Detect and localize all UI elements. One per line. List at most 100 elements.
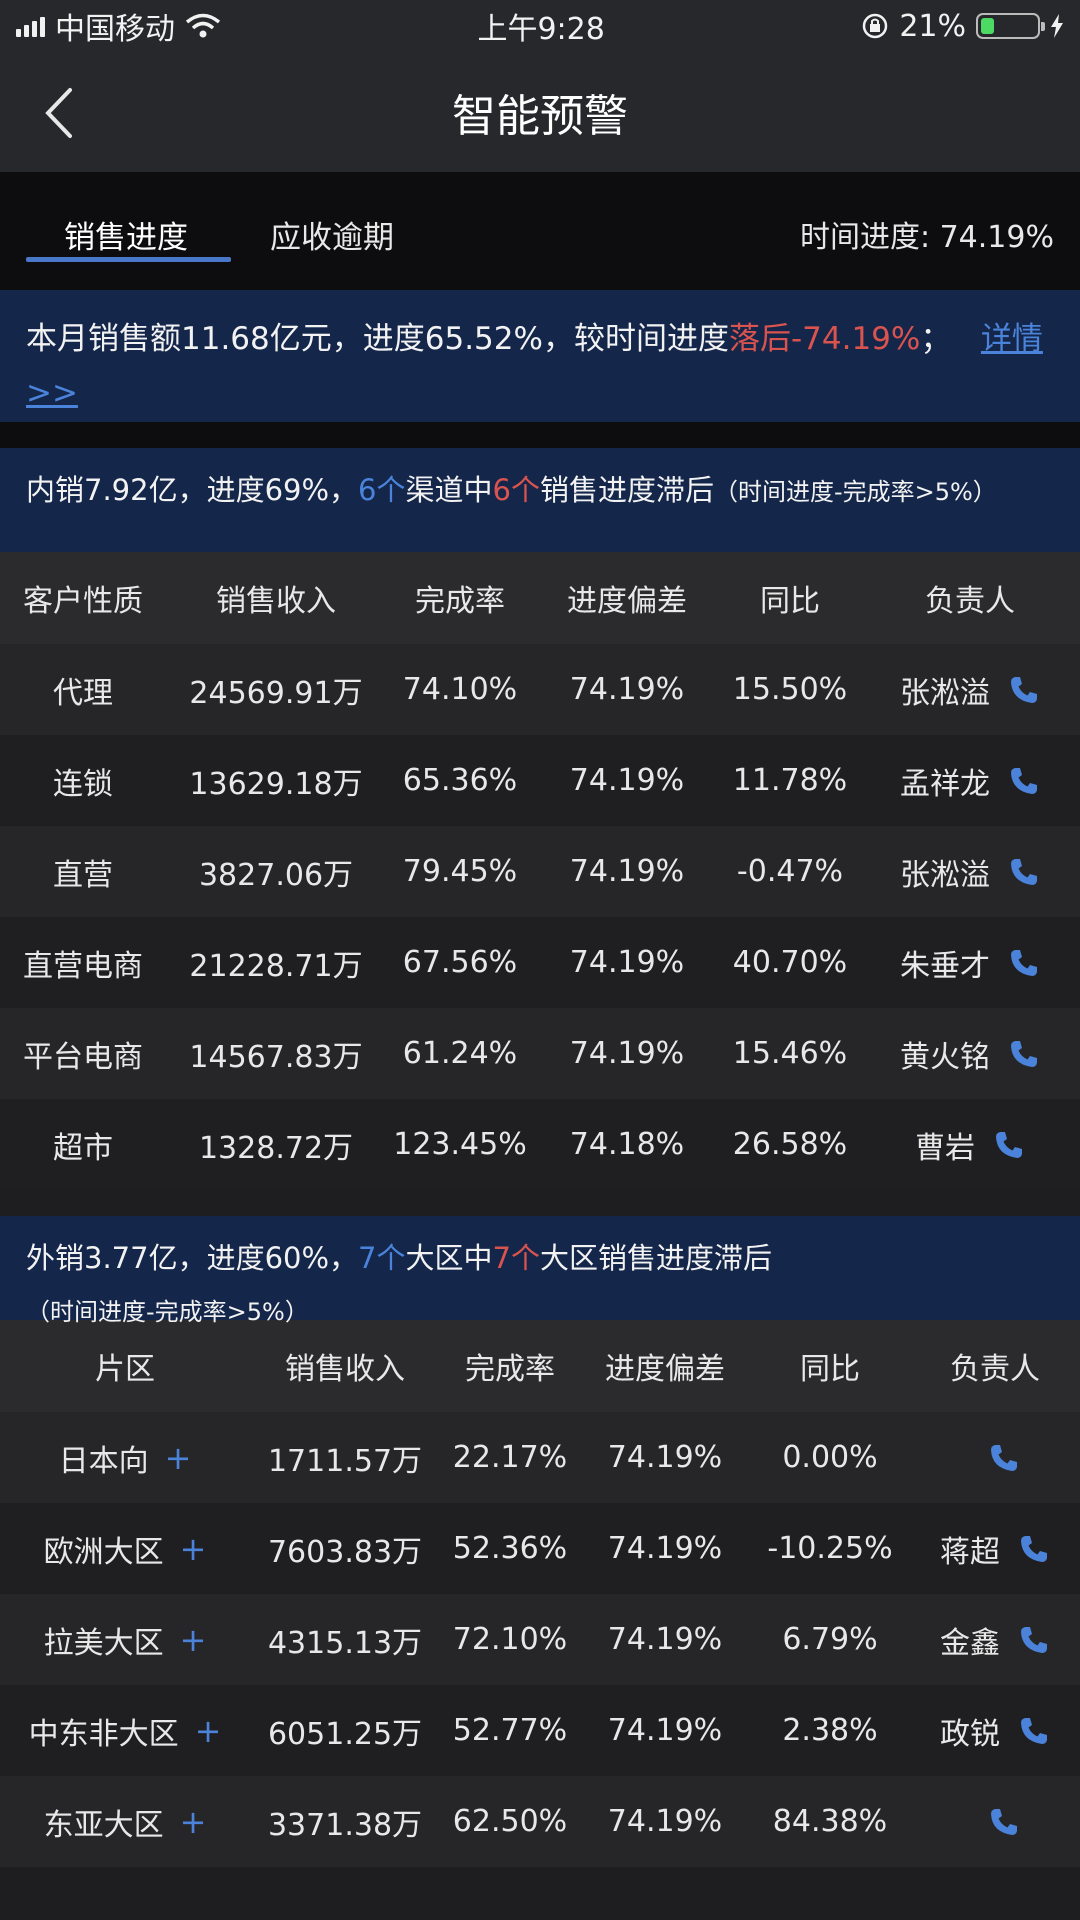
expand-plus-icon[interactable]: +: [194, 1711, 222, 1750]
region-cell[interactable]: 中东非大区 +: [0, 1709, 250, 1753]
page-title: 智能预警: [452, 91, 628, 142]
table-row[interactable]: 超市 1328.72万 123.45% 74.18% 26.58% 曹岩: [0, 1099, 1080, 1190]
domestic-table: 客户性质 销售收入 完成率 进度偏差 同比 负责人 代理 24569.91万 74.…: [0, 552, 1080, 1190]
table-row[interactable]: 拉美大区 + 4315.13万 72.10% 74.19% 6.79% 金鑫: [0, 1594, 1080, 1685]
phone-icon[interactable]: [1008, 765, 1040, 797]
phone-icon[interactable]: [1018, 1624, 1050, 1656]
owner-name: 曹岩: [915, 1130, 975, 1166]
revenue-cell: 1328.72万: [198, 1130, 354, 1166]
table-row[interactable]: 连锁 13629.18万 65.36% 74.19% 11.78% 孟祥龙: [0, 735, 1080, 826]
table-row[interactable]: 中东非大区 +6051.25万 52.77% 74.19% 2.38% 政锐: [0, 1685, 1080, 1776]
revenue-cell: 24569.91万: [189, 675, 363, 711]
customer-type-cell: 直营电商: [23, 948, 143, 984]
export-suffix: 大区销售进度滞后: [539, 1241, 772, 1275]
deviation-cell: 74.19%: [607, 1713, 723, 1748]
header-progress-deviation: 进度偏差: [605, 1352, 725, 1387]
header-region: 片区: [95, 1352, 155, 1387]
customer-type-cell: 代理: [53, 675, 113, 711]
deviation-cell: 74.19%: [569, 1036, 685, 1071]
summary-separator: ；: [920, 321, 952, 357]
table-row[interactable]: 东亚大区 +3371.38万 62.50% 74.19% 84.38%: [0, 1776, 1080, 1867]
completion-rate-cell: 52.36%: [452, 1531, 568, 1566]
revenue-cell: 14567.83万: [189, 1039, 363, 1075]
customer-type-cell: 连锁: [53, 766, 113, 802]
time-progress-label: 时间进度: 74.19%: [799, 220, 1054, 255]
details-link[interactable]: 详情>>: [26, 321, 1043, 411]
yoy-cell: 15.46%: [732, 1036, 848, 1071]
signal-icon: [16, 15, 45, 37]
back-icon[interactable]: [36, 86, 86, 140]
yoy-cell: 40.70%: [732, 945, 848, 980]
deviation-cell: 74.19%: [607, 1804, 723, 1839]
owner-cell: 张淞溢: [860, 850, 1080, 894]
region-cell[interactable]: 东亚大区 +: [0, 1800, 250, 1844]
lagging-region-count: 7个: [492, 1241, 540, 1275]
completion-rate-cell: 62.50%: [452, 1804, 568, 1839]
yoy-cell: 0.00%: [782, 1440, 878, 1475]
table-row[interactable]: 欧洲大区 +7603.83万 52.36% 74.19% -10.25% 蒋超: [0, 1503, 1080, 1594]
table-row[interactable]: 日本向 +1711.57万 22.17% 74.19% 0.00%: [0, 1412, 1080, 1503]
owner-cell: [910, 1442, 1080, 1474]
deviation-cell: 74.19%: [569, 854, 685, 889]
phone-icon[interactable]: [1008, 674, 1040, 706]
revenue-cell: 3371.38万: [267, 1807, 423, 1843]
export-mid: 大区中: [405, 1241, 493, 1275]
completion-rate-cell: 65.36%: [402, 763, 518, 798]
revenue-cell: 4315.13万: [267, 1625, 423, 1661]
region-cell[interactable]: 拉美大区 +: [0, 1618, 250, 1662]
behind-value: 落后-74.19%: [728, 321, 921, 357]
phone-icon[interactable]: [1008, 856, 1040, 888]
deviation-cell: 74.19%: [569, 945, 685, 980]
phone-icon[interactable]: [993, 1129, 1025, 1161]
region-cell[interactable]: 欧洲大区 +: [0, 1527, 250, 1571]
tab-receivables-overdue[interactable]: 应收逾期: [270, 220, 394, 256]
owner-cell: 孟祥龙: [860, 759, 1080, 803]
deviation-cell: 74.19%: [607, 1622, 723, 1657]
table-row[interactable]: 代理 24569.91万 74.10% 74.19% 15.50% 张淞溢: [0, 644, 1080, 735]
revenue-cell: 13629.18万: [189, 766, 363, 802]
owner-cell: 张淞溢: [860, 668, 1080, 712]
deviation-cell: 74.19%: [569, 763, 685, 798]
table-row[interactable]: 直营 3827.06万 79.45% 74.19% -0.47% 张淞溢: [0, 826, 1080, 917]
region-count: 7个: [358, 1241, 406, 1275]
phone-icon[interactable]: [1008, 1038, 1040, 1070]
region-name: 欧洲大区: [43, 1534, 164, 1570]
region-name: 东亚大区: [43, 1807, 164, 1843]
tab-sales-progress[interactable]: 销售进度: [64, 220, 188, 256]
region-cell[interactable]: 日本向 +: [0, 1436, 250, 1480]
rotation-lock-icon: [863, 13, 888, 39]
phone-icon[interactable]: [1018, 1715, 1050, 1747]
phone-icon[interactable]: [1008, 947, 1040, 979]
header-owner: 负责人: [925, 584, 1015, 619]
owner-cell: 金鑫: [910, 1618, 1080, 1662]
deviation-cell: 74.19%: [607, 1531, 723, 1566]
owner-cell: [910, 1806, 1080, 1838]
export-note: （时间进度-完成率>5%）: [26, 1298, 309, 1326]
completion-rate-cell: 52.77%: [452, 1713, 568, 1748]
table-row[interactable]: 直营电商 21228.71万 67.56% 74.19% 40.70% 朱垂才: [0, 917, 1080, 1008]
yoy-cell: 26.58%: [732, 1127, 848, 1162]
expand-plus-icon[interactable]: +: [164, 1438, 192, 1477]
completion-rate-cell: 22.17%: [452, 1440, 568, 1475]
owner-cell: 政锐: [910, 1709, 1080, 1753]
table-row[interactable]: 平台电商 14567.83万 61.24% 74.19% 15.46% 黄火铭: [0, 1008, 1080, 1099]
revenue-cell: 3827.06万: [198, 857, 354, 893]
deviation-cell: 74.19%: [569, 672, 685, 707]
expand-plus-icon[interactable]: +: [179, 1802, 207, 1841]
lagging-count: 6个: [492, 473, 540, 507]
header-owner: 负责人: [950, 1352, 1040, 1387]
expand-plus-icon[interactable]: +: [179, 1529, 207, 1568]
phone-icon[interactable]: [1018, 1533, 1050, 1565]
summary-text: 本月销售额11.68亿元，进度65.52%，较时间进度: [26, 321, 729, 357]
phone-icon[interactable]: [988, 1442, 1020, 1474]
header-customer-type: 客户性质: [23, 584, 143, 619]
expand-plus-icon[interactable]: +: [179, 1620, 207, 1659]
tab-bar: 销售进度 应收逾期 时间进度: 74.19%: [0, 172, 1080, 290]
yoy-cell: 6.79%: [782, 1622, 878, 1657]
phone-icon[interactable]: [988, 1806, 1020, 1838]
domestic-suffix: 销售进度滞后: [539, 473, 714, 507]
battery-icon: [976, 13, 1045, 39]
revenue-cell: 1711.57万: [267, 1443, 423, 1479]
domestic-banner: 内销7.92亿，进度69%，6个渠道中6个销售进度滞后（时间进度-完成率>5%）: [0, 448, 1080, 552]
completion-rate-cell: 72.10%: [452, 1622, 568, 1657]
